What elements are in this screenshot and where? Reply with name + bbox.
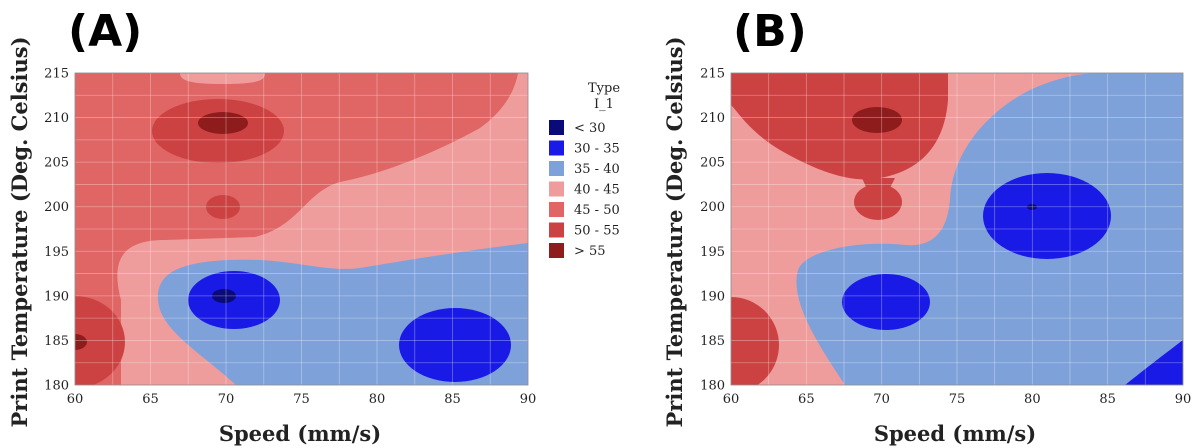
legend-label: 45 - 50 — [574, 203, 620, 218]
legend-swatch — [549, 222, 564, 238]
region-a-50-55-mid — [206, 195, 240, 219]
x-tick-label-a: 90 — [520, 392, 537, 407]
y-tick-label-a: 180 — [44, 379, 69, 394]
region-a-lt30 — [212, 289, 236, 303]
x-tick-label-b: 90 — [1175, 392, 1192, 407]
y-axis-title-a: Print Temperature (Deg. Celsius) — [7, 36, 32, 427]
region-b-50-55-mid — [854, 184, 902, 220]
region-a-40-45-top — [180, 73, 265, 84]
legend-label: 40 - 45 — [574, 183, 620, 198]
panel-label-a: (A) — [68, 6, 142, 57]
ticks-a: 60 65 70 75 80 85 90 180 185 190 195 200 205 210 215 — [44, 67, 536, 408]
region-b-lt30 — [1027, 204, 1037, 210]
y-tick-label-b: 205 — [700, 156, 725, 171]
ticks-b: 60 65 70 75 80 85 90 180 185 190 195 200 205 210 215 — [700, 67, 1191, 408]
region-a-30-35-left — [188, 271, 280, 329]
x-tick-label-a: 60 — [67, 392, 84, 407]
region-b-50-55-top — [731, 73, 948, 180]
x-tick-label-b: 80 — [1024, 392, 1041, 407]
y-tick-label-b: 200 — [700, 200, 725, 215]
y-tick-label-a: 185 — [44, 334, 69, 349]
y-tick-label-b: 180 — [700, 379, 725, 394]
y-tick-label-b: 215 — [700, 67, 725, 82]
grid-a — [75, 73, 528, 385]
region-a-gt55-top — [198, 112, 248, 134]
legend-swatch — [549, 202, 564, 217]
x-tick-label-b: 60 — [723, 392, 740, 407]
panel-label-b: (B) — [733, 6, 807, 57]
legend-label: < 30 — [574, 121, 606, 136]
legend-label: 50 - 55 — [574, 224, 620, 239]
x-tick-label-a: 85 — [444, 392, 461, 407]
x-tick-label-b: 75 — [949, 392, 966, 407]
region-b-50-55-left — [731, 297, 779, 385]
y-tick-label-a: 200 — [44, 200, 69, 215]
legend: Type I_1 < 30 30 - 35 35 - 40 40 - 45 45 - 5… — [549, 81, 620, 259]
y-tick-label-a: 190 — [44, 289, 69, 304]
y-axis-title-b: Print Temperature (Deg. Celsius) — [662, 36, 687, 427]
y-tick-label-b: 210 — [700, 111, 725, 126]
legend-swatch — [549, 140, 564, 156]
contour-plot-a: 60 65 70 75 80 85 90 180 185 190 195 200 205 210 215 S… — [7, 36, 536, 446]
y-tick-label-a: 205 — [44, 156, 69, 171]
y-tick-label-a: 210 — [44, 111, 69, 126]
x-tick-label-a: 80 — [369, 392, 386, 407]
legend-swatch — [549, 243, 564, 258]
legend-label: 30 - 35 — [574, 142, 620, 157]
region-b-gt55-top — [852, 107, 902, 133]
region-a-50-55-left — [75, 296, 125, 385]
region-a-gt55-left — [75, 334, 87, 350]
legend-swatch — [549, 120, 564, 135]
y-tick-label-b: 195 — [700, 245, 725, 260]
x-tick-label-a: 70 — [218, 392, 235, 407]
y-tick-label-b: 185 — [700, 334, 725, 349]
legend-label: > 55 — [574, 244, 606, 259]
x-tick-label-a: 65 — [142, 392, 159, 407]
region-b-30-35-left — [842, 274, 930, 330]
x-axis-title-b: Speed (mm/s) — [874, 421, 1036, 446]
x-tick-label-b: 65 — [798, 392, 815, 407]
legend-swatch — [549, 181, 564, 197]
x-tick-label-b: 85 — [1099, 392, 1116, 407]
grid-b — [731, 73, 1183, 385]
region-a-30-35-right — [399, 308, 511, 382]
y-tick-label-a: 215 — [44, 67, 69, 82]
x-tick-label-b: 70 — [873, 392, 890, 407]
region-b-30-35-right — [983, 173, 1111, 259]
legend-swatch — [549, 161, 564, 176]
x-axis-title-a: Speed (mm/s) — [219, 421, 381, 446]
y-tick-label-b: 190 — [700, 289, 725, 304]
y-tick-label-a: 195 — [44, 245, 69, 260]
legend-title-line1: Type — [588, 81, 620, 96]
legend-title-line2: I_1 — [594, 97, 614, 112]
contour-plot-b: 60 65 70 75 80 85 90 180 185 190 195 200 205 210 215 S… — [662, 36, 1191, 446]
region-b-30-35-corner — [1125, 340, 1183, 385]
legend-label: 35 - 40 — [574, 162, 620, 177]
x-tick-label-a: 75 — [293, 392, 310, 407]
